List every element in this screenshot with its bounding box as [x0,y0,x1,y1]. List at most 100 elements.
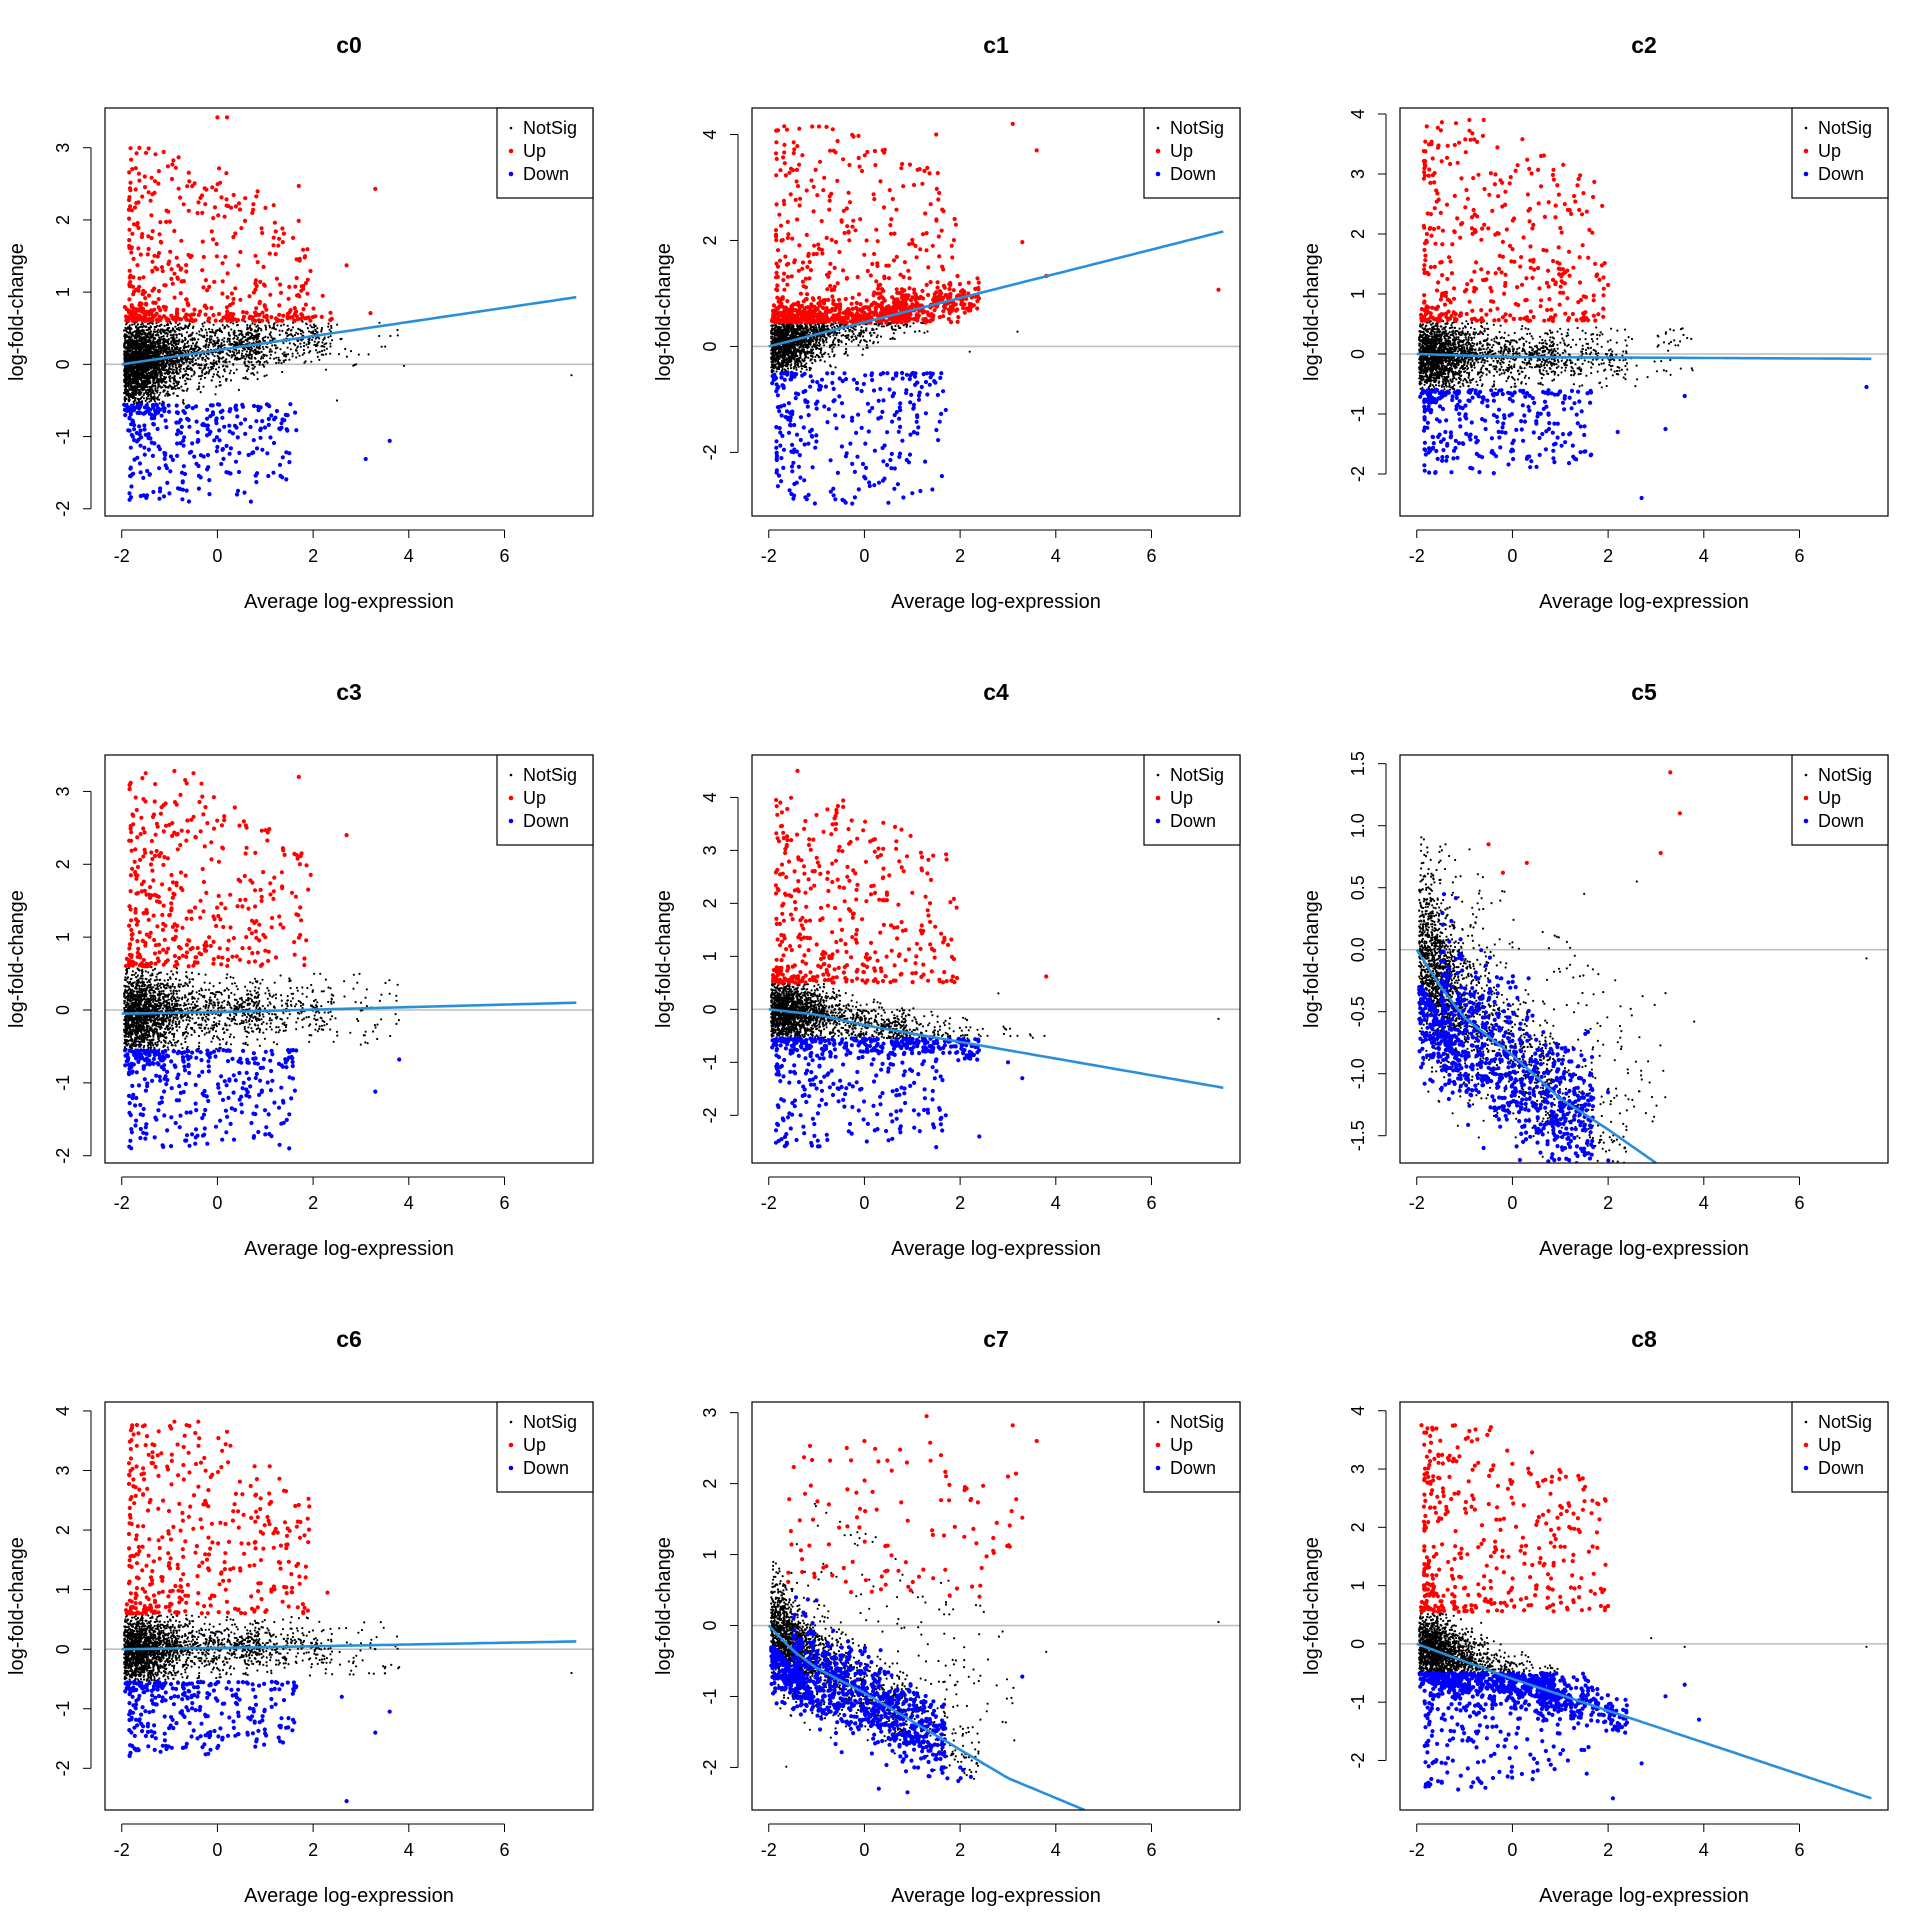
legend-label-up: Up [1170,788,1193,808]
plot-frame [751,1401,1241,1811]
chart-title: c3 [336,679,362,705]
down-points [1417,1670,1702,1801]
chart-title: c2 [1631,32,1657,58]
legend-box [1791,1401,1889,1493]
legend-label-up: Up [523,1435,546,1455]
y-tick-label: -2 [700,1107,720,1123]
x-tick-label: 0 [1507,546,1517,566]
plot-frame [104,107,594,517]
y-tick-label: -1 [53,1075,73,1091]
x-axis-label: Average log-expression [891,1885,1101,1907]
legend-marker-up [508,1442,514,1448]
x-tick-label: 6 [1794,1193,1804,1213]
legend-marker-up [1155,1442,1161,1448]
legend-box [496,754,594,846]
y-axis-label: log-fold-change [653,890,675,1028]
y-tick-label: -1 [1348,1694,1368,1710]
x-tick-label: 2 [955,1840,965,1860]
chart-panel-c6: c6 -2 0 2 4 6 Average log-expression -2 -1 0 1 2 3 4 l… [6,1326,594,1907]
x-tick-label: 0 [212,1193,222,1213]
y-axis-label: log-fold-change [6,890,28,1028]
points-layer [752,768,1240,1150]
y-tick-label: -2 [53,1760,73,1776]
x-tick-label: 4 [1051,1840,1061,1860]
legend-label-notsig: NotSig [523,765,577,785]
legend-box [1791,754,1889,846]
down-points [123,1679,392,1804]
legend-marker-up [508,795,514,801]
x-tick-label: 2 [955,1193,965,1213]
legend-label-up: Up [1170,141,1193,161]
legend-label-up: Up [523,788,546,808]
chart-title: c8 [1631,1326,1657,1352]
y-tick-label: 2 [700,1479,720,1489]
x-tick-label: -2 [761,1193,777,1213]
legend-marker-up [1155,148,1161,154]
legend-label-down: Down [1818,811,1864,831]
chart-panel-c1: c1 -2 0 2 4 6 Average log-expression -2 0 2 4 log-f… [653,32,1241,613]
legend: NotSig Up Down [1143,107,1241,199]
legend-marker-up [1803,795,1809,801]
points-layer [1400,1423,1888,1801]
legend-marker-notsig [1156,126,1160,130]
x-tick-label: 6 [1146,1193,1156,1213]
y-tick-label: 2 [700,898,720,908]
up-points [1486,770,1682,875]
chart-title: c6 [336,1326,362,1352]
y-tick-label: 0 [53,359,73,369]
y-tick-label: 2 [53,1525,73,1535]
y-tick-label: 3 [700,1408,720,1418]
y-tick-label: 1 [700,1550,720,1560]
x-tick-label: 2 [1603,1193,1613,1213]
down-points [122,1048,402,1151]
y-tick-label: 1 [53,1585,73,1595]
points-layer [105,768,593,1151]
y-tick-label: -1 [53,429,73,445]
up-points [1418,1423,1611,1614]
notsig-points [123,319,573,406]
notsig-points [1418,836,1868,1163]
notsig-points [770,982,1220,1040]
legend-label-down: Down [1170,1458,1216,1478]
y-tick-label: 4 [53,1406,73,1416]
chart-panel-c2: c2 -2 0 2 4 6 Average log-expression -2 -1 0 1 2 3 4 l… [1301,32,1889,613]
x-axis-label: Average log-expression [244,1885,454,1907]
y-tick-label: 1.5 [1348,751,1368,776]
up-points [1418,117,1611,324]
y-axis-label: log-fold-change [6,1537,28,1675]
y-tick-label: -1 [700,1054,720,1070]
legend-label-notsig: NotSig [1818,1412,1872,1432]
trend-line [1416,1642,1872,1800]
legend-marker-down [1155,1465,1161,1471]
chart-panel-c5: c5 -2 0 2 4 6 Average log-expression -1.5 -1.0 -0… [1301,679,1889,1260]
y-axis-label: log-fold-change [1301,243,1323,381]
x-tick-label: 4 [1051,1193,1061,1213]
legend-label-notsig: NotSig [1818,118,1872,138]
chart-panel-c3: c3 -2 0 2 4 6 Average log-expression -2 -1 0 1 2 3 lo… [6,679,594,1260]
x-tick-label: 4 [1699,546,1709,566]
x-tick-label: 0 [212,1840,222,1860]
legend-label-down: Down [1170,164,1216,184]
legend-marker-notsig [1804,1420,1808,1424]
x-tick-label: 6 [499,546,509,566]
points-layer [105,1419,593,1804]
legend-box [1791,107,1889,199]
y-tick-label: 0 [53,1644,73,1654]
y-tick-label: 1 [1348,1581,1368,1591]
down-points [122,402,392,504]
x-tick-label: 0 [212,546,222,566]
x-tick-label: 4 [1699,1193,1709,1213]
legend-marker-notsig [1156,1420,1160,1424]
y-tick-label: -2 [53,501,73,517]
legend-marker-up [1803,1442,1809,1448]
y-tick-label: 1 [53,287,73,297]
legend-label-notsig: NotSig [523,118,577,138]
legend-marker-down [1803,171,1809,177]
legend-marker-down [1155,171,1161,177]
legend-label-down: Down [523,164,569,184]
legend-label-notsig: NotSig [523,1412,577,1432]
x-tick-label: 4 [404,1193,414,1213]
chart-panel-c4: c4 -2 0 2 4 6 Average log-expression -2 -1 0 1 2 3 4 l… [653,679,1241,1260]
x-tick-label: 0 [1507,1840,1517,1860]
legend-marker-notsig [1156,773,1160,777]
